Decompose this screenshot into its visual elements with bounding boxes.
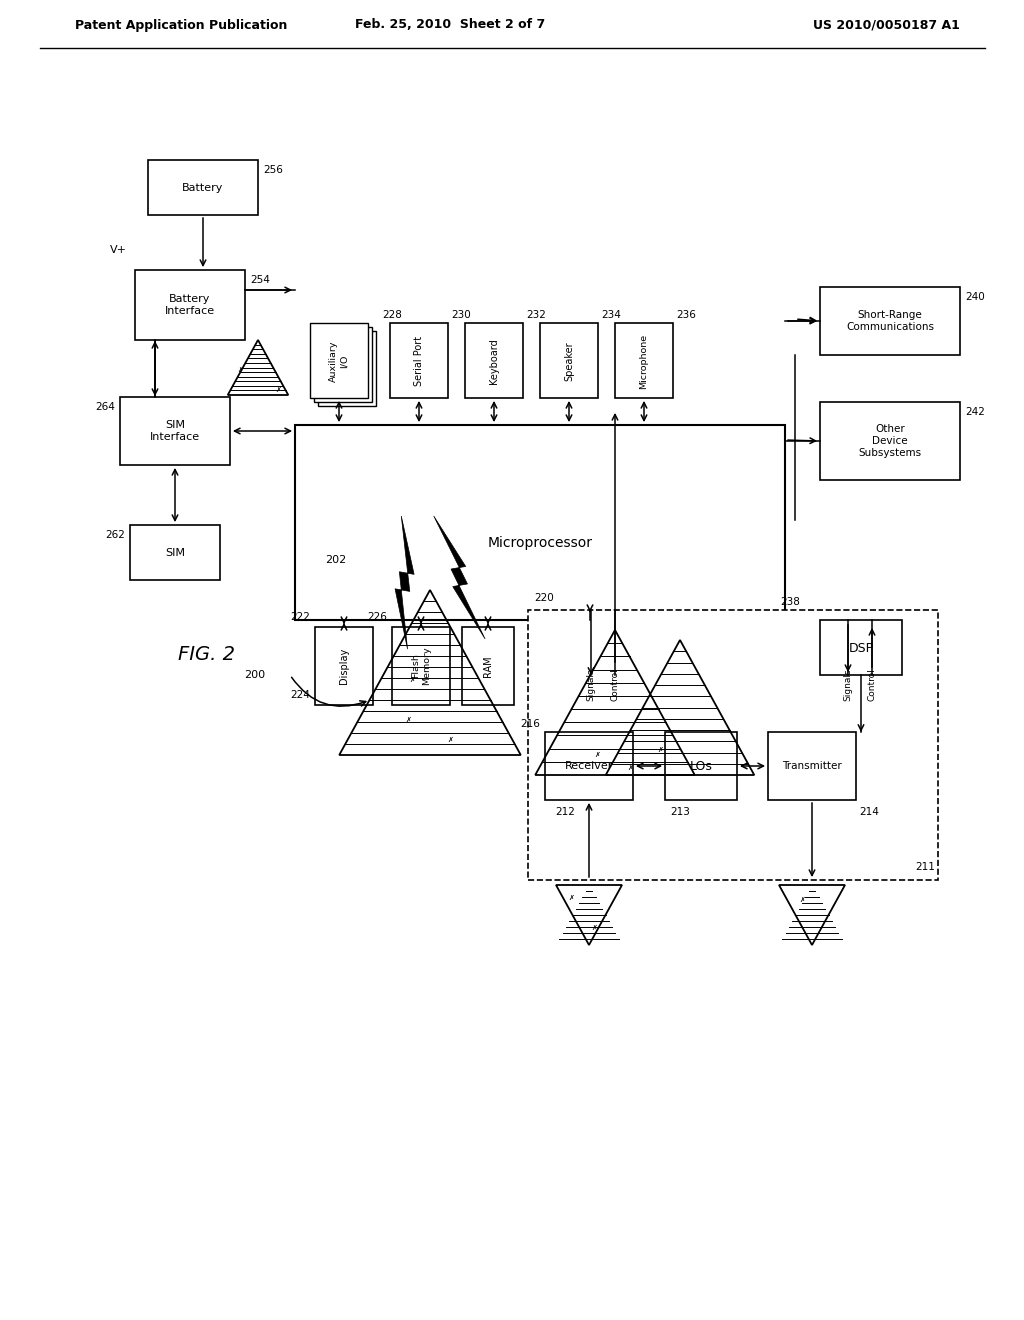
Text: ✗: ✗	[627, 766, 633, 771]
Text: ✗: ✗	[568, 895, 573, 902]
Text: Microprocessor: Microprocessor	[487, 536, 593, 550]
Text: 220: 220	[534, 593, 554, 603]
Text: Speaker: Speaker	[564, 341, 574, 380]
Text: 214: 214	[859, 807, 879, 817]
Text: Control: Control	[610, 669, 620, 701]
Text: 200: 200	[244, 671, 265, 680]
Text: 222: 222	[290, 612, 310, 622]
Polygon shape	[395, 516, 414, 649]
Text: RAM: RAM	[483, 655, 493, 677]
Text: 211: 211	[915, 862, 935, 873]
Bar	[820, 403, 961, 480]
Text: Battery
Interface: Battery Interface	[165, 294, 215, 315]
Bar	[318, 331, 376, 407]
Bar	[314, 327, 372, 403]
Bar	[768, 733, 856, 800]
Text: ✗: ✗	[238, 367, 243, 374]
Text: 234: 234	[601, 310, 621, 319]
Text: 240: 240	[965, 292, 985, 302]
Text: ✗: ✗	[409, 677, 415, 682]
Text: Keyboard: Keyboard	[489, 338, 499, 384]
Text: Patent Application Publication: Patent Application Publication	[75, 18, 288, 32]
Bar	[120, 397, 230, 465]
Bar	[310, 323, 368, 399]
Text: 230: 230	[451, 310, 471, 319]
Text: SIM
Interface: SIM Interface	[150, 420, 200, 442]
Text: 254: 254	[250, 275, 270, 285]
Bar	[545, 733, 633, 800]
Text: Short-Range
Communications: Short-Range Communications	[846, 310, 934, 331]
Text: Feb. 25, 2010  Sheet 2 of 7: Feb. 25, 2010 Sheet 2 of 7	[355, 18, 545, 32]
Bar	[528, 610, 938, 880]
Text: Control: Control	[867, 669, 877, 701]
Bar	[820, 620, 902, 675]
Text: ✗: ✗	[447, 737, 453, 743]
Text: ✗: ✗	[275, 387, 281, 393]
Text: SIM: SIM	[165, 548, 185, 558]
Text: ✗: ✗	[406, 717, 411, 723]
Bar	[135, 271, 245, 341]
Text: Transmitter: Transmitter	[782, 762, 842, 771]
Text: 226: 226	[368, 612, 387, 622]
Text: US 2010/0050187 A1: US 2010/0050187 A1	[813, 18, 961, 32]
Text: 216: 216	[520, 719, 540, 729]
Text: 224: 224	[290, 690, 310, 700]
Text: FIG. 2: FIG. 2	[178, 645, 234, 664]
Text: Auxiliary
I/O: Auxiliary I/O	[330, 341, 349, 381]
Text: ✗: ✗	[594, 752, 600, 758]
Text: LOs: LOs	[689, 759, 713, 772]
Text: Battery: Battery	[182, 183, 223, 193]
Text: Flash
Memory: Flash Memory	[412, 647, 431, 685]
Bar	[462, 627, 514, 705]
Text: 212: 212	[555, 807, 574, 817]
Bar	[130, 525, 220, 579]
Text: Serial Port: Serial Port	[414, 335, 424, 385]
Text: Receiver: Receiver	[565, 762, 613, 771]
Bar	[615, 323, 673, 399]
Bar	[295, 425, 785, 620]
Bar	[392, 627, 450, 705]
Text: ✗: ✗	[657, 747, 663, 752]
Polygon shape	[434, 516, 485, 639]
Text: Signals: Signals	[844, 669, 853, 701]
Text: Other
Device
Subsystems: Other Device Subsystems	[858, 425, 922, 458]
Bar	[390, 323, 449, 399]
Text: V+: V+	[110, 246, 127, 255]
Text: Display: Display	[339, 648, 349, 684]
Bar	[465, 323, 523, 399]
Bar	[665, 733, 737, 800]
Bar	[820, 286, 961, 355]
Text: DSP: DSP	[849, 642, 873, 655]
Text: 236: 236	[676, 310, 696, 319]
Text: 228: 228	[382, 310, 401, 319]
Text: 202: 202	[325, 554, 346, 565]
Text: 262: 262	[105, 531, 125, 540]
Text: ✗: ✗	[799, 898, 805, 903]
Text: Microphone: Microphone	[640, 334, 648, 388]
Text: 213: 213	[670, 807, 690, 817]
Bar	[540, 323, 598, 399]
Text: 242: 242	[965, 407, 985, 417]
Bar	[148, 160, 258, 215]
Text: 256: 256	[263, 165, 283, 176]
Text: Signals: Signals	[587, 669, 596, 701]
Text: ✗: ✗	[591, 925, 597, 931]
Text: 238: 238	[780, 597, 800, 607]
Bar	[315, 627, 373, 705]
Text: 264: 264	[95, 403, 115, 412]
Text: 232: 232	[526, 310, 546, 319]
